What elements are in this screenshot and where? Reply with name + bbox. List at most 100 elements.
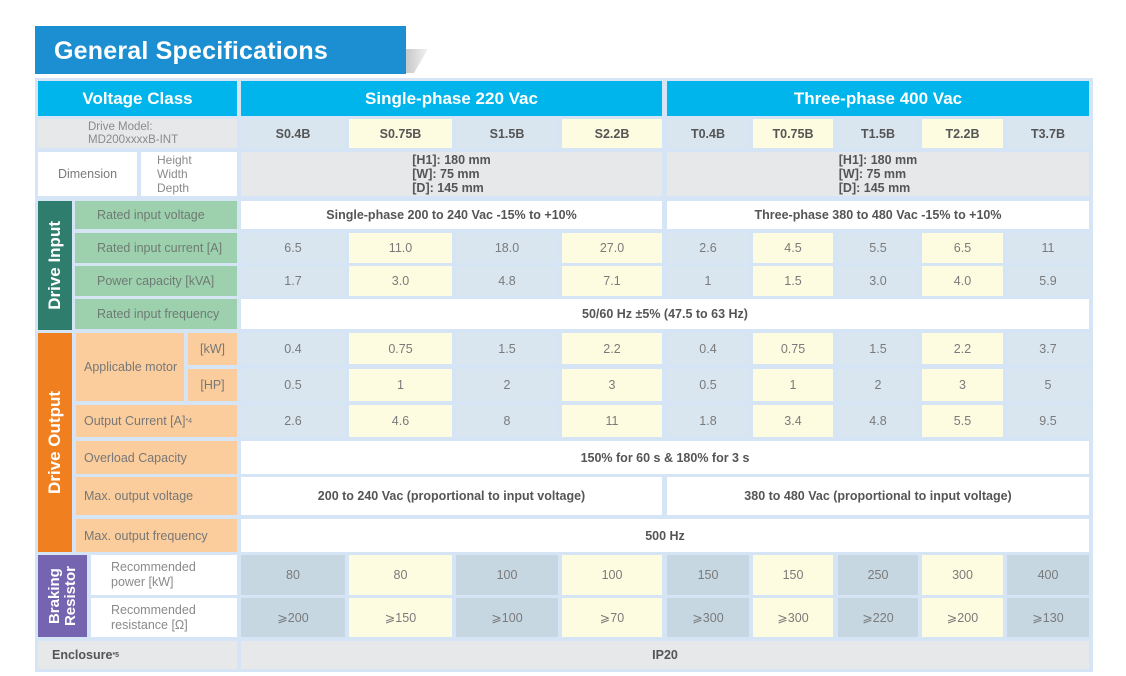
drive-model-label-text: Drive Model: MD200xxxxB-INT bbox=[88, 120, 179, 146]
three-phase-group-header: Three-phase 400 Vac bbox=[667, 81, 1089, 116]
dimension-single-text: [H1]: 180 mm [W]: 75 mm [D]: 145 mm bbox=[412, 153, 491, 195]
motor-kw-value: 3.7 bbox=[1007, 333, 1089, 364]
recommended-resistance-label-text: Recommended resistance [Ω] bbox=[111, 602, 196, 632]
drive-input-label-text: Drive Input bbox=[45, 221, 64, 310]
motor-kw-value: 0.4 bbox=[667, 333, 749, 364]
overload-capacity-label: Overload Capacity bbox=[76, 441, 237, 474]
title-fold-decoration bbox=[406, 49, 428, 73]
braking-label-line-2: Resistor bbox=[61, 565, 79, 627]
motor-hp-value: 1 bbox=[753, 369, 833, 401]
output-current-value: 9.5 bbox=[1007, 405, 1089, 437]
rated-input-current-value: 11 bbox=[1007, 233, 1089, 263]
drive-input-section-label: Drive Input bbox=[38, 201, 72, 330]
output-current-value: 2.6 bbox=[241, 405, 345, 437]
model-header: T3.7B bbox=[1007, 119, 1089, 148]
rated-input-voltage-single: Single-phase 200 to 240 Vac -15% to +10% bbox=[241, 201, 662, 229]
motor-kw-unit: [kW] bbox=[188, 333, 237, 365]
recommended-power-value: 100 bbox=[562, 555, 662, 595]
max-output-voltage-single: 200 to 240 Vac (proportional to input vo… bbox=[241, 477, 662, 515]
applicable-motor-label: Applicable motor bbox=[76, 333, 184, 401]
power-capacity-value: 1.7 bbox=[241, 266, 345, 296]
motor-hp-value: 0.5 bbox=[667, 369, 749, 401]
braking-label-line-1: Braking bbox=[45, 568, 63, 624]
recommended-resistance-value: ⩾300 bbox=[667, 598, 749, 637]
braking-resistor-section-label: Braking Resistor bbox=[38, 555, 87, 637]
rated-input-current-value: 6.5 bbox=[922, 233, 1003, 263]
recommended-power-value: 150 bbox=[753, 555, 833, 595]
rated-input-current-value: 27.0 bbox=[562, 233, 662, 263]
recommended-power-label: Recommended power [kW] bbox=[91, 555, 237, 595]
recommended-resistance-label: Recommended resistance [Ω] bbox=[91, 598, 237, 637]
rated-input-current-value: 5.5 bbox=[838, 233, 918, 263]
rated-input-current-value: 18.0 bbox=[456, 233, 558, 263]
recommended-power-value: 100 bbox=[456, 555, 558, 595]
power-capacity-value: 7.1 bbox=[562, 266, 662, 296]
recommended-power-value: 80 bbox=[241, 555, 345, 595]
output-current-value: 4.6 bbox=[349, 405, 452, 437]
recommended-power-value: 400 bbox=[1007, 555, 1089, 595]
recommended-resistance-value: ⩾300 bbox=[753, 598, 833, 637]
motor-kw-value: 0.4 bbox=[241, 333, 345, 364]
recommended-resistance-value: ⩾200 bbox=[241, 598, 345, 637]
model-header: S0.4B bbox=[241, 119, 345, 148]
motor-hp-value: 5 bbox=[1007, 369, 1089, 401]
model-header: T2.2B bbox=[922, 119, 1003, 148]
enclosure-label-text: Enclosure bbox=[52, 648, 113, 662]
max-output-voltage-label: Max. output voltage bbox=[76, 477, 237, 515]
power-capacity-value: 1.5 bbox=[753, 266, 833, 296]
power-capacity-value: 4.0 bbox=[922, 266, 1003, 296]
power-capacity-value: 3.0 bbox=[349, 266, 452, 296]
power-capacity-label: Power capacity [kVA] bbox=[75, 266, 237, 296]
motor-kw-value: 0.75 bbox=[349, 333, 452, 364]
motor-hp-value: 3 bbox=[562, 369, 662, 401]
voltage-class-header: Voltage Class bbox=[38, 81, 237, 116]
motor-hp-value: 2 bbox=[838, 369, 918, 401]
rated-input-current-value: 4.5 bbox=[753, 233, 833, 263]
power-capacity-value: 4.8 bbox=[456, 266, 558, 296]
rated-input-current-value: 2.6 bbox=[667, 233, 749, 263]
spec-table: Voltage Class Single-phase 220 Vac Three-p… bbox=[35, 78, 1093, 672]
recommended-resistance-value: ⩾200 bbox=[922, 598, 1003, 637]
recommended-power-value: 250 bbox=[838, 555, 918, 595]
max-output-frequency-label: Max. output frequency bbox=[76, 519, 237, 552]
dimension-sub-labels-text: Height Width Depth bbox=[157, 153, 192, 195]
motor-kw-value: 2.2 bbox=[562, 333, 662, 364]
model-header: T0.75B bbox=[753, 119, 833, 148]
recommended-resistance-value: ⩾130 bbox=[1007, 598, 1089, 637]
footnote-5: *5 bbox=[112, 651, 120, 659]
rated-input-current-value: 6.5 bbox=[241, 233, 345, 263]
max-output-frequency-value: 500 Hz bbox=[241, 519, 1089, 552]
dimension-label: Dimension bbox=[38, 152, 137, 196]
motor-kw-value: 0.75 bbox=[753, 333, 833, 364]
output-current-label: Output Current [A] *4 bbox=[76, 405, 237, 437]
drive-output-label-text: Drive Output bbox=[45, 391, 64, 494]
output-current-value: 11 bbox=[562, 405, 662, 437]
motor-hp-value: 0.5 bbox=[241, 369, 345, 401]
max-output-voltage-three: 380 to 480 Vac (proportional to input vo… bbox=[667, 477, 1089, 515]
rated-input-voltage-label: Rated input voltage bbox=[75, 201, 237, 229]
motor-hp-value: 3 bbox=[922, 369, 1003, 401]
output-current-value: 8 bbox=[456, 405, 558, 437]
recommended-resistance-value: ⩾100 bbox=[456, 598, 558, 637]
recommended-resistance-value: ⩾220 bbox=[838, 598, 918, 637]
recommended-power-value: 300 bbox=[922, 555, 1003, 595]
braking-resistor-label-text: Braking Resistor bbox=[45, 565, 79, 627]
drive-output-section-label: Drive Output bbox=[38, 333, 72, 552]
motor-hp-value: 2 bbox=[456, 369, 558, 401]
dimension-single: [H1]: 180 mm [W]: 75 mm [D]: 145 mm bbox=[241, 152, 662, 196]
overload-capacity-value: 150% for 60 s & 180% for 3 s bbox=[241, 441, 1089, 474]
footnote-4: *4 bbox=[185, 417, 193, 425]
single-phase-group-header: Single-phase 220 Vac bbox=[241, 81, 662, 116]
motor-hp-value: 1 bbox=[349, 369, 452, 401]
output-current-value: 3.4 bbox=[753, 405, 833, 437]
motor-kw-value: 1.5 bbox=[456, 333, 558, 364]
model-header: S2.2B bbox=[562, 119, 662, 148]
recommended-power-value: 150 bbox=[667, 555, 749, 595]
power-capacity-value: 1 bbox=[667, 266, 749, 296]
enclosure-value: IP20 bbox=[241, 641, 1089, 669]
power-capacity-value: 5.9 bbox=[1007, 266, 1089, 296]
dimension-three-text: [H1]: 180 mm [W]: 75 mm [D]: 145 mm bbox=[838, 153, 918, 195]
model-header: T0.4B bbox=[667, 119, 749, 148]
model-header: S1.5B bbox=[456, 119, 558, 148]
rated-input-current-label: Rated input current [A] bbox=[75, 233, 237, 263]
